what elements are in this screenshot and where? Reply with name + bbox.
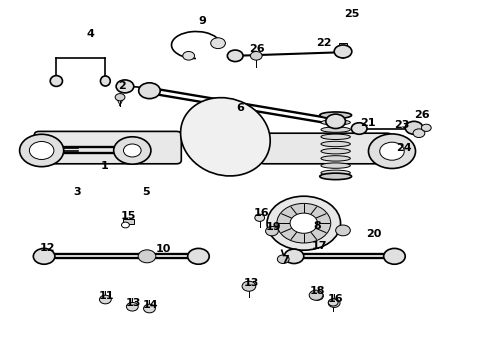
Circle shape — [326, 114, 345, 129]
Circle shape — [183, 51, 195, 60]
Circle shape — [144, 304, 155, 313]
Ellipse shape — [321, 127, 350, 132]
Circle shape — [114, 137, 151, 164]
Circle shape — [368, 134, 416, 168]
Circle shape — [312, 292, 323, 300]
Text: 3: 3 — [74, 186, 81, 197]
Ellipse shape — [321, 149, 350, 154]
Circle shape — [405, 121, 423, 134]
Text: 23: 23 — [394, 120, 410, 130]
Text: 13: 13 — [244, 278, 259, 288]
Circle shape — [33, 248, 55, 264]
Ellipse shape — [321, 134, 350, 140]
Text: 21: 21 — [360, 118, 375, 128]
Text: 8: 8 — [314, 221, 321, 231]
FancyBboxPatch shape — [34, 131, 181, 164]
Text: 25: 25 — [344, 9, 360, 19]
Circle shape — [267, 196, 341, 250]
Circle shape — [122, 222, 129, 228]
FancyBboxPatch shape — [339, 43, 347, 46]
Text: 18: 18 — [310, 286, 325, 296]
Circle shape — [115, 94, 125, 101]
Text: 26: 26 — [415, 110, 430, 120]
FancyBboxPatch shape — [123, 219, 134, 224]
Ellipse shape — [50, 76, 63, 86]
Circle shape — [188, 248, 209, 264]
Text: 1: 1 — [100, 161, 108, 171]
Circle shape — [384, 248, 405, 264]
Ellipse shape — [100, 76, 110, 86]
Ellipse shape — [321, 163, 350, 168]
Circle shape — [116, 80, 134, 93]
Ellipse shape — [321, 141, 350, 147]
Text: 2: 2 — [118, 81, 125, 91]
Text: 24: 24 — [396, 143, 412, 153]
Text: 26: 26 — [249, 44, 265, 54]
Text: 10: 10 — [155, 244, 171, 254]
Circle shape — [290, 213, 318, 233]
Circle shape — [250, 51, 262, 60]
Text: 22: 22 — [316, 38, 331, 48]
Text: 12: 12 — [40, 243, 55, 253]
Circle shape — [336, 225, 350, 236]
Ellipse shape — [321, 170, 350, 175]
FancyBboxPatch shape — [260, 133, 392, 164]
Text: 17: 17 — [312, 240, 327, 251]
Circle shape — [139, 83, 160, 99]
Circle shape — [284, 249, 304, 264]
Circle shape — [328, 299, 338, 306]
Ellipse shape — [320, 112, 352, 118]
Text: 7: 7 — [281, 255, 289, 265]
Circle shape — [277, 255, 289, 264]
Circle shape — [138, 250, 156, 263]
Circle shape — [266, 226, 278, 236]
Circle shape — [255, 214, 265, 221]
Circle shape — [20, 134, 64, 167]
Circle shape — [334, 45, 352, 58]
Text: 11: 11 — [99, 291, 115, 301]
Text: 16: 16 — [328, 294, 343, 304]
Circle shape — [277, 203, 331, 243]
Circle shape — [413, 129, 425, 138]
Text: 15: 15 — [121, 211, 136, 221]
Circle shape — [328, 299, 340, 307]
Circle shape — [242, 281, 256, 291]
Text: 19: 19 — [266, 222, 281, 232]
Text: 9: 9 — [198, 16, 206, 26]
Text: 6: 6 — [236, 103, 244, 113]
Circle shape — [99, 295, 111, 304]
Circle shape — [126, 302, 138, 311]
Text: 4: 4 — [87, 29, 95, 39]
Circle shape — [351, 123, 367, 134]
Circle shape — [227, 50, 243, 62]
Circle shape — [211, 38, 225, 49]
Circle shape — [123, 144, 141, 157]
Text: 16: 16 — [253, 208, 269, 218]
Ellipse shape — [321, 156, 350, 161]
Circle shape — [421, 124, 431, 131]
Ellipse shape — [181, 98, 270, 176]
Ellipse shape — [321, 120, 350, 125]
Circle shape — [29, 141, 54, 159]
Ellipse shape — [320, 173, 352, 180]
Text: 14: 14 — [143, 300, 159, 310]
Text: 5: 5 — [142, 186, 150, 197]
Text: 20: 20 — [366, 229, 381, 239]
Text: 13: 13 — [125, 298, 141, 308]
Circle shape — [309, 290, 323, 300]
Circle shape — [380, 142, 404, 160]
